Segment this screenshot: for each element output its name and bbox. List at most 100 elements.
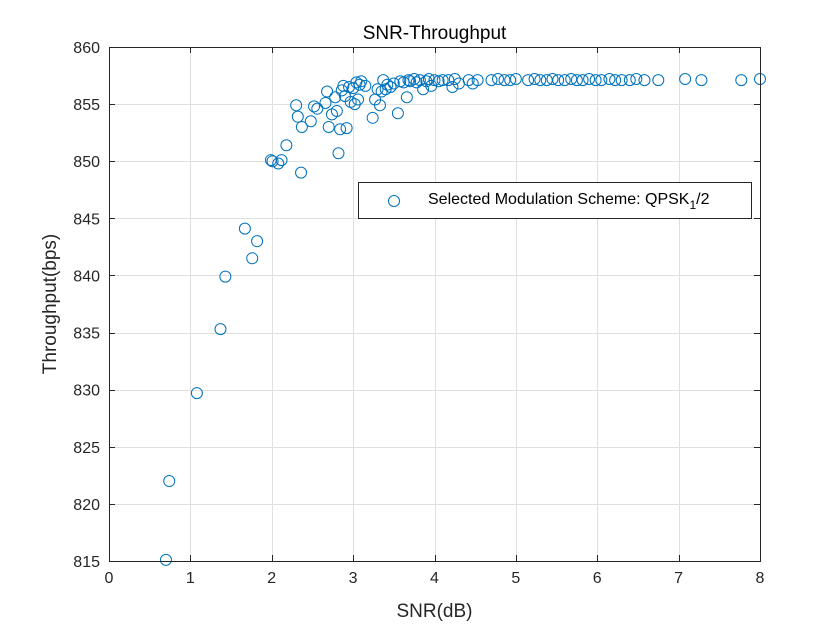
data-point	[304, 115, 317, 128]
data-point	[291, 110, 304, 123]
chart-title: SNR-Throughput	[363, 23, 507, 44]
legend-label-tail: /2	[696, 191, 709, 208]
data-point	[462, 74, 475, 87]
data-point	[359, 79, 372, 92]
data-point	[442, 74, 455, 87]
y-axis-label: Throughput(bps)	[40, 234, 61, 374]
data-point	[159, 553, 172, 566]
data-point	[679, 72, 692, 85]
data-point	[528, 72, 541, 85]
data-point	[290, 99, 303, 112]
data-point	[583, 72, 596, 85]
y-tick-label: 850	[73, 154, 100, 171]
data-point	[623, 74, 636, 87]
data-point	[352, 93, 365, 106]
y-tick-label: 835	[73, 326, 100, 343]
data-point	[251, 235, 264, 248]
x-axis-label: SNR(dB)	[396, 601, 472, 622]
data-point	[485, 74, 498, 87]
data-point	[321, 85, 334, 98]
data-point	[417, 83, 430, 96]
x-tick-label: 4	[430, 570, 439, 587]
data-point	[420, 75, 433, 88]
data-point	[436, 74, 449, 87]
x-tick-label: 7	[674, 570, 683, 587]
data-point	[322, 120, 335, 133]
data-point	[410, 76, 423, 89]
legend: Selected Modulation Scheme: QPSK1/2	[358, 182, 752, 219]
data-point	[471, 74, 484, 87]
data-point	[347, 82, 360, 95]
data-point	[163, 475, 176, 488]
data-point	[570, 74, 583, 87]
data-point	[552, 74, 565, 87]
y-tick-label: 860	[73, 40, 100, 57]
legend-label: Selected Modulation Scheme: QPSK1/2	[428, 191, 710, 212]
data-point	[214, 323, 227, 336]
data-point	[565, 72, 578, 85]
data-point	[391, 107, 404, 120]
data-point	[504, 74, 517, 87]
data-point	[295, 166, 308, 179]
data-point	[603, 72, 616, 85]
data-point	[308, 100, 321, 113]
data-point	[377, 74, 390, 87]
axis-ticks: 0 1 2 3 4 5 6 7 8 815 820 825 830 835 840 845 850 855 860	[73, 40, 764, 587]
data-point	[334, 123, 347, 136]
data-point	[295, 120, 308, 133]
data-point	[509, 72, 522, 85]
legend-label-main: Selected Modulation Scheme: QPSK	[428, 191, 690, 208]
plot-area	[109, 47, 760, 561]
data-point	[332, 147, 345, 160]
data-points	[159, 72, 766, 566]
data-point	[491, 72, 504, 85]
x-tick-label: 0	[105, 570, 114, 587]
y-tick-label: 840	[73, 268, 100, 285]
data-point	[384, 80, 397, 93]
x-tick-label: 8	[756, 570, 765, 587]
y-tick-label: 815	[73, 554, 100, 571]
data-point	[366, 111, 379, 124]
data-point	[408, 72, 421, 85]
data-point	[615, 74, 628, 87]
data-point	[589, 74, 602, 87]
data-point	[355, 75, 368, 88]
data-point	[329, 91, 342, 104]
x-tick-label: 3	[349, 570, 358, 587]
data-point	[275, 154, 288, 167]
y-tick-label: 825	[73, 440, 100, 457]
x-tick-label: 2	[267, 570, 276, 587]
data-point	[735, 74, 748, 87]
data-point	[522, 74, 535, 87]
data-point	[373, 99, 386, 112]
data-point	[381, 78, 394, 91]
data-point	[311, 102, 324, 115]
data-point	[238, 222, 251, 235]
data-point	[638, 74, 651, 87]
data-point	[350, 76, 363, 89]
x-tick-label: 1	[186, 570, 195, 587]
data-point	[387, 77, 400, 90]
y-tick-label: 820	[73, 497, 100, 514]
data-point	[246, 252, 259, 265]
y-tick-label: 845	[73, 211, 100, 228]
data-point	[558, 74, 571, 87]
data-point	[498, 74, 511, 87]
data-point	[425, 79, 438, 92]
data-point	[609, 74, 622, 87]
data-point	[546, 72, 559, 85]
data-point	[319, 96, 332, 109]
legend-label-subscript: 1	[689, 198, 696, 212]
data-point	[576, 74, 589, 87]
x-tick-label: 5	[511, 570, 520, 587]
data-point	[534, 74, 547, 87]
data-point	[280, 139, 293, 152]
data-point	[413, 74, 426, 87]
data-point	[272, 157, 285, 170]
data-point	[695, 74, 708, 87]
data-point	[190, 387, 203, 400]
legend-box	[358, 182, 752, 219]
data-point	[330, 104, 343, 117]
